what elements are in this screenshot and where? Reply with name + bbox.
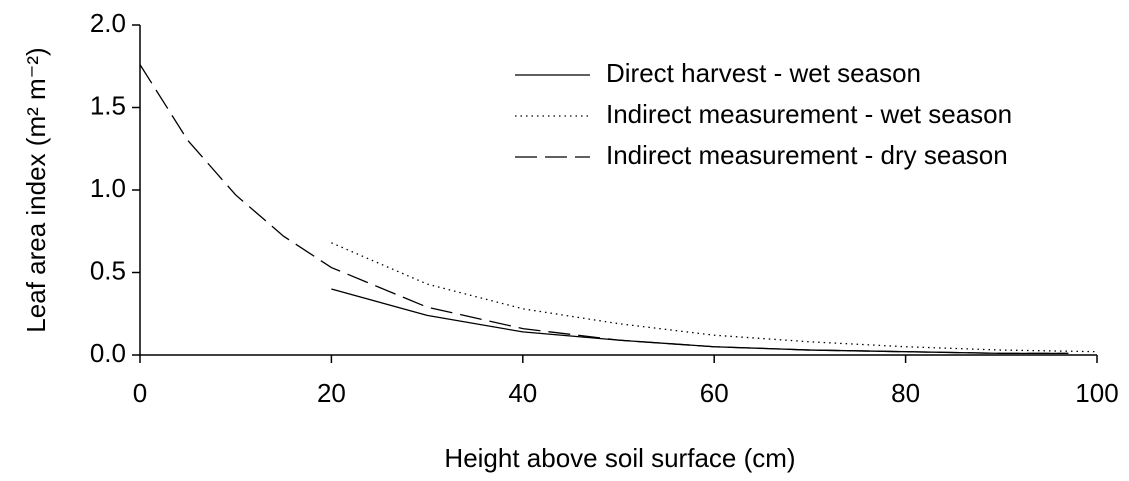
x-axis-label: Height above soil surface (cm) bbox=[444, 443, 795, 473]
x-tick-label: 40 bbox=[508, 378, 537, 408]
y-tick-label: 0.0 bbox=[90, 338, 126, 368]
series-line bbox=[139, 64, 1069, 354]
legend-label: Direct harvest - wet season bbox=[606, 58, 921, 88]
series-line bbox=[331, 242, 1098, 353]
x-tick-label: 20 bbox=[317, 378, 346, 408]
series-line bbox=[331, 288, 1069, 354]
y-tick-label: 1.5 bbox=[90, 90, 126, 120]
x-tick-label: 0 bbox=[133, 378, 147, 408]
x-tick-label: 60 bbox=[700, 378, 729, 408]
y-axis-label: Leaf area index (m² m⁻²) bbox=[21, 47, 51, 332]
x-tick-label: 100 bbox=[1075, 378, 1118, 408]
y-tick-label: 1.0 bbox=[90, 173, 126, 203]
y-tick-label: 0.5 bbox=[90, 255, 126, 285]
x-tick-label: 80 bbox=[891, 378, 920, 408]
legend-label: Indirect measurement - wet season bbox=[606, 99, 1012, 129]
y-tick-label: 2.0 bbox=[90, 8, 126, 38]
legend-label: Indirect measurement - dry season bbox=[606, 140, 1008, 170]
